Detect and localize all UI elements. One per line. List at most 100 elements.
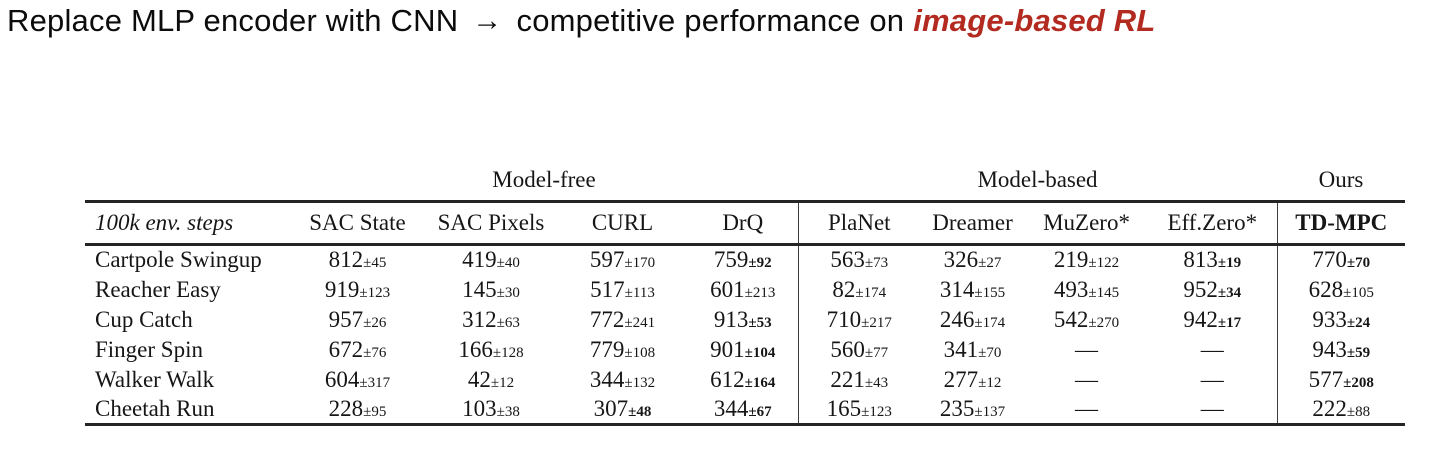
column-header-effzero: Eff.Zero* [1148, 201, 1278, 246]
score-cell: 246±174 [920, 305, 1025, 335]
score-cell: 277±12 [920, 365, 1025, 395]
score-value: 601 [710, 276, 745, 302]
score-error: ±123 [861, 403, 892, 420]
missing-score-cell: — [1148, 364, 1278, 395]
score-cell: 221±43 [798, 365, 920, 395]
table-row: Cup Catch 957±26 312±63 772±241 913±53 710±21… [85, 304, 1405, 335]
score-value: 901 [710, 336, 745, 362]
score-cell: 166±128 [425, 335, 557, 365]
column-header-sac-state: SAC State [290, 201, 425, 246]
title-text-before: Replace MLP encoder with CNN [7, 3, 459, 38]
score-value: 42 [467, 366, 491, 392]
group-header-model-free: Model-free [290, 160, 799, 203]
column-header-muzero: MuZero* [1025, 201, 1149, 246]
score-value: 103 [462, 395, 497, 421]
score-cell: 563±73 [798, 245, 920, 275]
score-cell: 493±145 [1025, 275, 1148, 305]
score-error: ±12 [978, 374, 1002, 391]
score-error: ±43 [864, 374, 889, 391]
score-error: ±19 [1217, 255, 1242, 272]
title-highlight: image-based RL [913, 3, 1156, 38]
results-table: Model-free Model-based Ours 100k env. st… [85, 160, 1406, 426]
score-value: 517 [590, 276, 625, 302]
score-error: ±155 [974, 284, 1006, 301]
column-header-row: 100k env. steps SAC State SAC Pixels CUR… [85, 201, 1406, 246]
score-value: 344 [713, 395, 749, 421]
missing-score-cell: — [1075, 336, 1099, 362]
score-cell: 344±132 [557, 365, 688, 395]
score-cell: 326±27 [920, 245, 1025, 275]
table-row: Finger Spin 672±76 166±128 779±108 901±104 56… [85, 334, 1405, 365]
score-value: 165 [826, 395, 862, 421]
score-value: 943 [1312, 336, 1347, 362]
group-header-row: Model-free Model-based Ours [85, 160, 1406, 203]
score-error: ±24 [1346, 314, 1371, 331]
score-cell: 219±122 [1025, 245, 1148, 275]
score-error: ±59 [1346, 344, 1371, 361]
group-header-empty [85, 160, 290, 203]
score-error: ±63 [496, 314, 520, 331]
score-value: 344 [589, 366, 625, 392]
score-error: ±105 [1343, 284, 1374, 301]
score-value: 145 [462, 276, 497, 302]
score-cell: 344±67 [688, 394, 799, 426]
score-value: 235 [939, 395, 975, 421]
score-value: 952 [1183, 276, 1218, 302]
score-error: ±170 [624, 255, 656, 272]
score-error: ±17 [1217, 314, 1242, 331]
score-value: 628 [1308, 276, 1344, 302]
score-value: 672 [328, 336, 364, 362]
column-header-sac-pixels: SAC Pixels [425, 201, 557, 246]
score-value: 779 [589, 336, 625, 362]
score-error: ±128 [492, 344, 524, 361]
score-cell: 812±45 [290, 245, 425, 275]
score-value: 166 [458, 336, 493, 362]
score-error: ±104 [744, 344, 776, 361]
score-value: 221 [830, 366, 865, 392]
group-header-model-based: Model-based [798, 160, 1278, 203]
missing-score-cell: — [1075, 366, 1099, 392]
score-cell: 601±213 [688, 274, 799, 305]
score-value: 942 [1183, 306, 1218, 332]
score-value: 419 [462, 247, 497, 273]
score-value: 246 [939, 306, 975, 332]
missing-score-cell: — [1148, 394, 1278, 426]
env-name-cell: Finger Spin [95, 336, 203, 362]
score-error: ±123 [359, 284, 391, 301]
score-value: 577 [1308, 366, 1344, 392]
score-value: 341 [943, 336, 979, 362]
score-value: 219 [1053, 247, 1089, 273]
score-error: ±213 [744, 284, 776, 301]
score-error: ±92 [748, 255, 772, 272]
column-header-curl: CURL [557, 201, 688, 246]
score-cell: 419±40 [425, 245, 557, 275]
score-error: ±48 [628, 403, 652, 420]
score-error: ±208 [1343, 374, 1374, 391]
env-name-cell: Cup Catch [95, 306, 193, 332]
score-cell: 759±92 [688, 244, 799, 275]
score-error: ±174 [974, 314, 1006, 331]
score-error: ±40 [496, 255, 520, 272]
score-error: ±67 [748, 403, 772, 420]
env-name-cell: Walker Walk [95, 366, 215, 392]
score-value: 612 [710, 366, 745, 392]
column-header-dreamer: Dreamer [920, 201, 1026, 246]
column-header-drq: DrQ [688, 201, 799, 246]
column-header-tdmpc: TD-MPC [1277, 201, 1406, 246]
score-cell: 612±164 [688, 364, 799, 395]
score-cell: 604±317 [290, 365, 425, 395]
score-value: 307 [593, 395, 629, 421]
score-cell: 560±77 [798, 335, 920, 365]
score-cell: 672±76 [290, 335, 425, 365]
env-name-cell: Cheetah Run [85, 394, 290, 426]
score-cell: 542±270 [1025, 305, 1148, 335]
score-error: ±77 [864, 344, 889, 361]
score-cell: 314±155 [920, 275, 1025, 305]
score-cell: 341±70 [920, 335, 1025, 365]
env-name-cell: Cartpole Swingup [95, 247, 262, 273]
score-error: ±95 [363, 403, 387, 420]
score-value: 326 [943, 247, 979, 273]
score-value: 813 [1183, 247, 1218, 273]
score-value: 493 [1053, 276, 1089, 302]
